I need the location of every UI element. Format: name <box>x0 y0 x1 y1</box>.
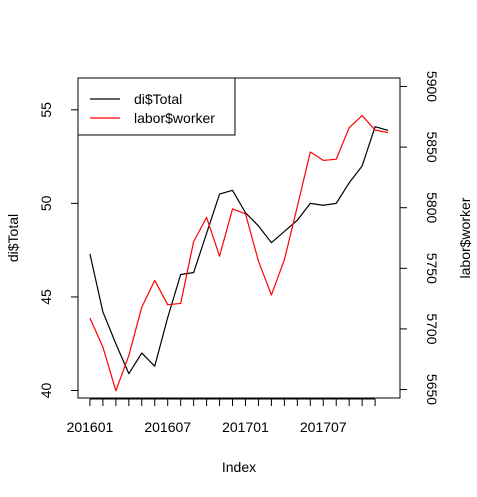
y-left-tick-label: 50 <box>38 195 54 211</box>
series-layer <box>89 114 389 392</box>
y-right-tick-label: 5850 <box>424 132 440 163</box>
y-right-tick-label: 5700 <box>424 313 440 344</box>
x-axis: 201601 201607 201701 201707 <box>67 398 376 435</box>
y-left-tick-label: 40 <box>38 383 54 399</box>
x-tick-label: 201707 <box>300 419 347 435</box>
y-right-tick-label: 5650 <box>424 374 440 405</box>
y-right-tick-label: 5750 <box>424 253 440 284</box>
y-right-tick-label: 5900 <box>424 71 440 102</box>
y-axis-right: 5650 5700 5750 5800 5850 5900 <box>399 71 440 405</box>
x-tick-label: 201601 <box>67 419 114 435</box>
y-right-tick-label: 5800 <box>424 192 440 223</box>
y-left-tick-label: 55 <box>38 102 54 118</box>
legend-box <box>77 77 236 136</box>
series-line-di-total <box>89 126 389 375</box>
legend-label-labor-worker: labor$worker <box>134 110 215 126</box>
x-axis-label: Index <box>222 459 256 475</box>
legend-label-di-total: di$Total <box>134 91 182 107</box>
y-axis-left: 40 45 50 55 <box>38 102 79 399</box>
series-line-labor-worker <box>89 114 389 392</box>
y-axis-right-label: labor$worker <box>457 197 473 278</box>
x-tick-label: 201701 <box>222 419 269 435</box>
x-tick-label: 201607 <box>144 419 191 435</box>
y-axis-left-label: di$Total <box>5 214 21 262</box>
legend: di$Total labor$worker <box>77 77 236 136</box>
y-left-tick-label: 45 <box>38 289 54 305</box>
